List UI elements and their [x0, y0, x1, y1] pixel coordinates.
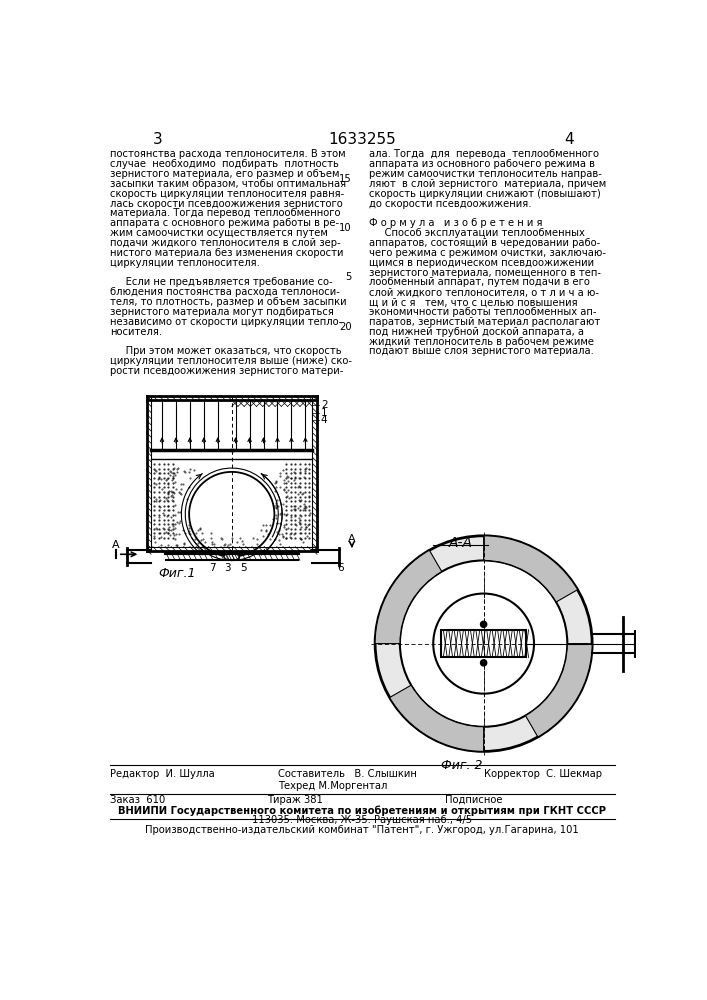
- Bar: [441, 630, 526, 657]
- Text: Тираж 381: Тираж 381: [267, 795, 322, 805]
- Text: 5: 5: [346, 272, 352, 282]
- Text: до скорости псевдоожижения.: до скорости псевдоожижения.: [369, 199, 532, 209]
- Circle shape: [481, 660, 486, 666]
- Text: лась скорости псевдоожижения зернистого: лась скорости псевдоожижения зернистого: [110, 199, 343, 209]
- Text: независимо от скорости циркуляции тепло-: независимо от скорости циркуляции тепло-: [110, 317, 342, 327]
- Text: постоянства расхода теплоносителя. В этом: постоянства расхода теплоносителя. В это…: [110, 149, 346, 159]
- Text: Техред М.Моргентал: Техред М.Моргентал: [279, 781, 387, 791]
- Text: скорость циркуляции снижают (повышают): скорость циркуляции снижают (повышают): [369, 189, 601, 199]
- Text: случае  необходимо  подбирать  плотность: случае необходимо подбирать плотность: [110, 159, 339, 169]
- Circle shape: [400, 560, 567, 727]
- Text: Фиг. 2: Фиг. 2: [441, 759, 482, 772]
- Text: А: А: [348, 534, 356, 544]
- Text: носителя.: носителя.: [110, 327, 162, 337]
- Circle shape: [375, 536, 592, 751]
- Text: 20: 20: [339, 322, 352, 332]
- Text: А: А: [112, 540, 119, 550]
- Text: 1633255: 1633255: [328, 132, 396, 147]
- Ellipse shape: [224, 553, 240, 560]
- Text: блюдения постоянства расхода теплоноси-: блюдения постоянства расхода теплоноси-: [110, 287, 340, 297]
- Wedge shape: [390, 685, 484, 751]
- Text: циркуляции теплоносителя выше (ниже) ско-: циркуляции теплоносителя выше (ниже) ско…: [110, 356, 352, 366]
- Text: подают выше слоя зернистого материала.: подают выше слоя зернистого материала.: [369, 346, 594, 356]
- Text: щ и й с я   тем, что с целью повышения: щ и й с я тем, что с целью повышения: [369, 297, 578, 307]
- Text: 1: 1: [321, 408, 327, 418]
- Text: Фиг.1: Фиг.1: [159, 567, 197, 580]
- Text: аппарата с основного режима работы в ре-: аппарата с основного режима работы в ре-: [110, 218, 339, 228]
- Text: нистого материала без изменения скорости: нистого материала без изменения скорости: [110, 248, 344, 258]
- Text: 15: 15: [339, 174, 352, 184]
- Text: При этом может оказаться, что скорость: При этом может оказаться, что скорость: [110, 346, 341, 356]
- Text: теля, то плотность, размер и объем засыпки: теля, то плотность, размер и объем засып…: [110, 297, 346, 307]
- Text: ала. Тогда  для  перевода  теплообменного: ала. Тогда для перевода теплообменного: [369, 149, 599, 159]
- Text: зернистого материала, его размер и объем: зернистого материала, его размер и объем: [110, 169, 339, 179]
- Text: Составитель   В. Слышкин: Составитель В. Слышкин: [279, 769, 417, 779]
- Text: подачи жидкого теплоносителя в слой зер-: подачи жидкого теплоносителя в слой зер-: [110, 238, 341, 248]
- Text: Если не предъявляется требование со-: Если не предъявляется требование со-: [110, 277, 333, 287]
- Text: жидкий теплоноситель в рабочем режиме: жидкий теплоноситель в рабочем режиме: [369, 337, 594, 347]
- Text: Корректор  С. Шекмар: Корректор С. Шекмар: [484, 769, 602, 779]
- Text: под нижней трубной доской аппарата, а: под нижней трубной доской аппарата, а: [369, 327, 584, 337]
- Text: скорость циркуляции теплоносителя равня-: скорость циркуляции теплоносителя равня-: [110, 189, 344, 199]
- Circle shape: [433, 594, 534, 694]
- Text: жим самоочистки осуществляется путем: жим самоочистки осуществляется путем: [110, 228, 328, 238]
- Text: ляют  в слой зернистого  материала, причем: ляют в слой зернистого материала, причем: [369, 179, 606, 189]
- Text: щимся в периодическом псевдоожижении: щимся в периодическом псевдоожижении: [369, 258, 594, 268]
- Text: Производственно-издательский комбинат "Патент", г. Ужгород, ул.Гагарина, 101: Производственно-издательский комбинат "П…: [145, 825, 579, 835]
- Wedge shape: [375, 550, 442, 644]
- Text: 113035. Москва, Ж-35. Раушская наб., 4/5: 113035. Москва, Ж-35. Раушская наб., 4/5: [252, 815, 472, 825]
- Text: лообменный аппарат, путем подачи в его: лообменный аппарат, путем подачи в его: [369, 277, 590, 287]
- Text: аппаратов, состоящий в чередовании рабо-: аппаратов, состоящий в чередовании рабо-: [369, 238, 600, 248]
- Wedge shape: [484, 536, 578, 602]
- Text: 6: 6: [337, 563, 344, 573]
- Text: 5: 5: [240, 563, 247, 573]
- Text: экономичности работы теплообменных ап-: экономичности работы теплообменных ап-: [369, 307, 597, 317]
- Text: циркуляции теплоносителя.: циркуляции теплоносителя.: [110, 258, 260, 268]
- Text: паратов, зернистый материал располагают: паратов, зернистый материал располагают: [369, 317, 600, 327]
- Text: ВНИИПИ Государственного комитета по изобретениям и открытиям при ГКНТ СССР: ВНИИПИ Государственного комитета по изоб…: [118, 805, 606, 816]
- Text: 4: 4: [564, 132, 573, 147]
- Circle shape: [481, 621, 486, 627]
- Text: 10: 10: [339, 223, 352, 233]
- Text: Редактор  И. Шулла: Редактор И. Шулла: [110, 769, 215, 779]
- Wedge shape: [525, 644, 592, 737]
- Text: 4: 4: [321, 415, 327, 425]
- Text: А-А: А-А: [448, 536, 472, 550]
- Text: 3: 3: [225, 563, 231, 573]
- Text: зернистого материала, помещенного в теп-: зернистого материала, помещенного в теп-: [369, 268, 601, 278]
- Text: Подписное: Подписное: [445, 795, 503, 805]
- Text: режим самоочистки теплоноситель направ-: режим самоочистки теплоноситель направ-: [369, 169, 602, 179]
- Text: зернистого материала могут подбираться: зернистого материала могут подбираться: [110, 307, 334, 317]
- Text: 7: 7: [209, 563, 216, 573]
- Text: рости псевдоожижения зернистого матери-: рости псевдоожижения зернистого матери-: [110, 366, 344, 376]
- Text: аппарата из основного рабочего режима в: аппарата из основного рабочего режима в: [369, 159, 595, 169]
- Text: слой жидкого теплоносителя, о т л и ч а ю-: слой жидкого теплоносителя, о т л и ч а …: [369, 287, 599, 297]
- Text: 2: 2: [321, 400, 327, 410]
- Text: чего режима с режимом очистки, заключаю-: чего режима с режимом очистки, заключаю-: [369, 248, 606, 258]
- Text: Способ эксплуатации теплообменных: Способ эксплуатации теплообменных: [369, 228, 585, 238]
- Text: засыпки таким образом, чтобы оптимальная: засыпки таким образом, чтобы оптимальная: [110, 179, 346, 189]
- Text: Заказ  610: Заказ 610: [110, 795, 165, 805]
- Text: материала. Тогда перевод теплообменного: материала. Тогда перевод теплообменного: [110, 208, 341, 218]
- Text: 3: 3: [153, 132, 163, 147]
- Text: Ф о р м у л а   и з о б р е т е н и я: Ф о р м у л а и з о б р е т е н и я: [369, 218, 542, 228]
